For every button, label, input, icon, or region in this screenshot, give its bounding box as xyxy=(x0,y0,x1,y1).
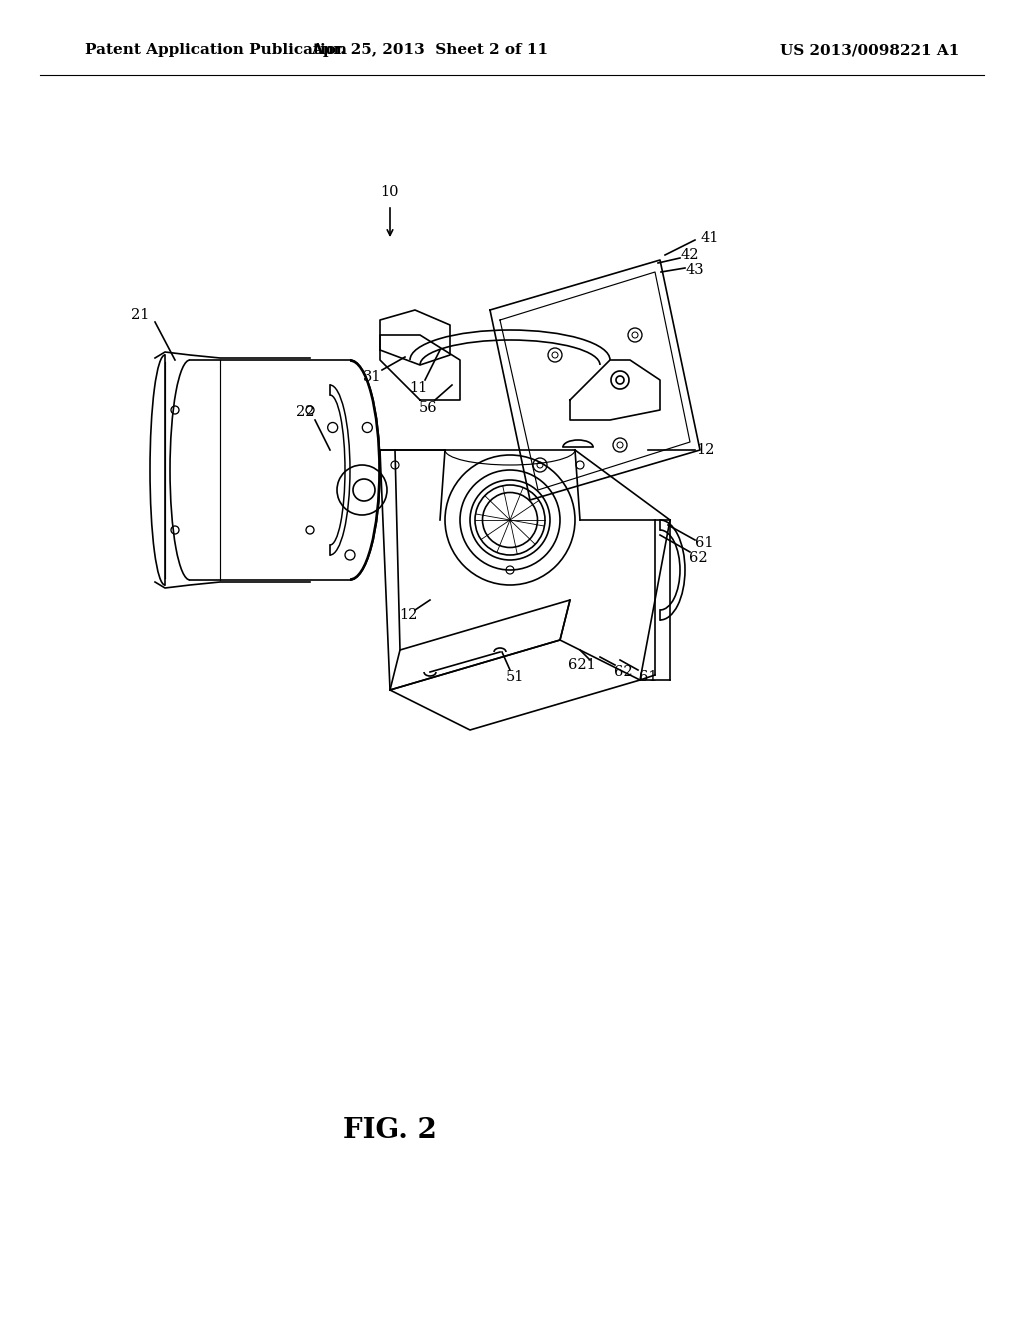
Text: 62: 62 xyxy=(689,550,708,565)
Text: 21: 21 xyxy=(131,308,150,322)
Text: US 2013/0098221 A1: US 2013/0098221 A1 xyxy=(780,44,959,57)
Text: 62: 62 xyxy=(613,665,632,678)
Text: 61: 61 xyxy=(639,671,657,684)
Text: 51: 51 xyxy=(506,671,524,684)
Text: 41: 41 xyxy=(700,231,719,246)
Text: Apr. 25, 2013  Sheet 2 of 11: Apr. 25, 2013 Sheet 2 of 11 xyxy=(311,44,549,57)
Text: 42: 42 xyxy=(681,248,699,261)
Text: 31: 31 xyxy=(362,370,381,384)
Text: Patent Application Publication: Patent Application Publication xyxy=(85,44,347,57)
Text: 22: 22 xyxy=(296,405,314,418)
Text: 43: 43 xyxy=(686,263,705,277)
Text: 10: 10 xyxy=(381,185,399,199)
Text: 12: 12 xyxy=(398,609,417,622)
Text: 621: 621 xyxy=(568,657,596,672)
Text: FIG. 2: FIG. 2 xyxy=(343,1117,437,1143)
Text: 61: 61 xyxy=(694,536,714,550)
Text: 56: 56 xyxy=(419,401,437,414)
Text: 11: 11 xyxy=(409,381,427,395)
Text: 12: 12 xyxy=(696,444,714,457)
